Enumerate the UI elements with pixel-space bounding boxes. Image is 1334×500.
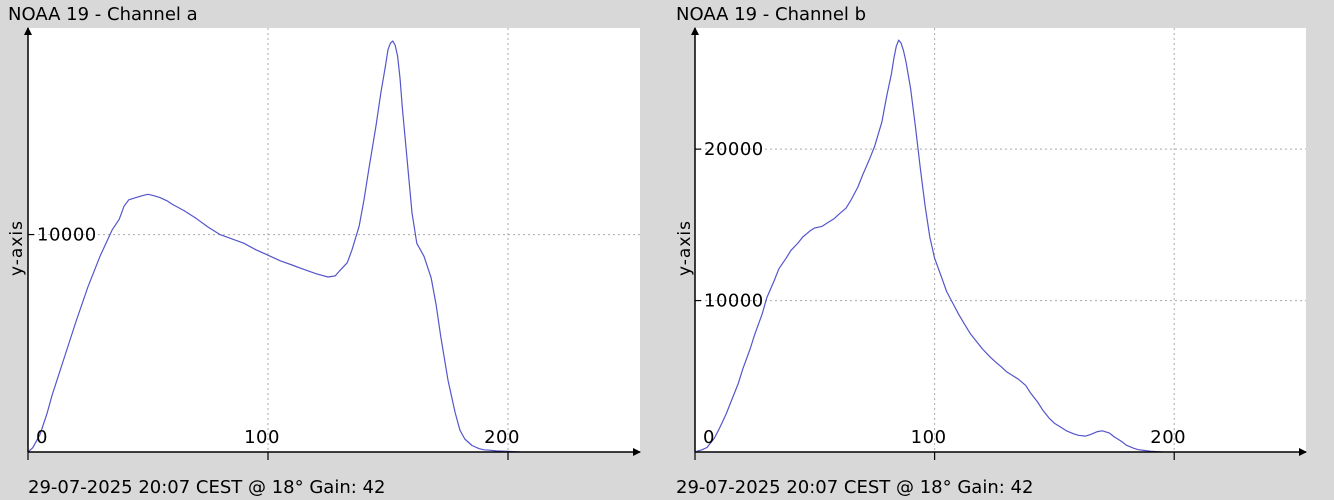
x-tick-label: 100	[911, 427, 947, 448]
panel-title: NOAA 19 - Channel a	[8, 4, 198, 25]
y-tick-label: 20000	[704, 139, 764, 160]
y-axis-arrow	[24, 27, 32, 35]
panel-channel-b: NOAA 19 - Channel b 0 100 200 10000 20000 y-a…	[675, 4, 1307, 498]
x-tick-label: 0	[36, 427, 48, 448]
panel-footer: 29-07-2025 20:07 CEST @ 18° Gain: 42	[28, 477, 385, 498]
x-tick-label: 0	[703, 427, 715, 448]
y-axis-label: y-axis	[7, 220, 27, 276]
x-tick-label: 100	[244, 427, 280, 448]
y-tick-label: 10000	[37, 225, 97, 246]
y-axis-label: y-axis	[675, 220, 695, 276]
y-tick-label: 10000	[704, 291, 764, 312]
x-tick-label: 200	[484, 427, 520, 448]
chart: 0 100 200 10000 20000 y-axis	[675, 27, 1307, 460]
chart: 0 100 200 10000 y-axis	[7, 27, 641, 460]
x-axis-arrow	[633, 448, 641, 456]
series-line	[694, 39, 1163, 453]
series-line	[27, 40, 521, 453]
plot-area	[695, 28, 1306, 452]
panel-footer: 29-07-2025 20:07 CEST @ 18° Gain: 42	[676, 477, 1033, 498]
x-tick-label: 200	[1150, 427, 1186, 448]
panel-channel-a: NOAA 19 - Channel a 0 100 200 10000 y-axis 2…	[7, 4, 641, 498]
x-axis-arrow	[1299, 448, 1307, 456]
y-axis-arrow	[691, 27, 699, 35]
plot-area	[28, 28, 640, 452]
panel-title: NOAA 19 - Channel b	[676, 4, 866, 25]
